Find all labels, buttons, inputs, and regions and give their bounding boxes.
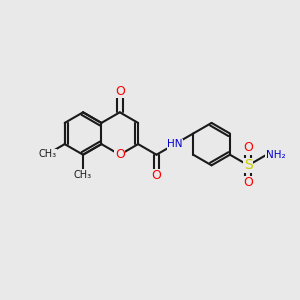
Text: NH₂: NH₂: [266, 150, 285, 160]
Text: O: O: [152, 169, 161, 182]
Text: O: O: [243, 141, 253, 154]
Text: CH₃: CH₃: [38, 149, 56, 159]
Text: HN: HN: [167, 139, 183, 149]
Text: S: S: [244, 158, 253, 172]
Text: O: O: [115, 85, 125, 98]
Text: CH₃: CH₃: [74, 170, 92, 180]
Text: O: O: [243, 176, 253, 189]
Text: O: O: [115, 148, 125, 161]
